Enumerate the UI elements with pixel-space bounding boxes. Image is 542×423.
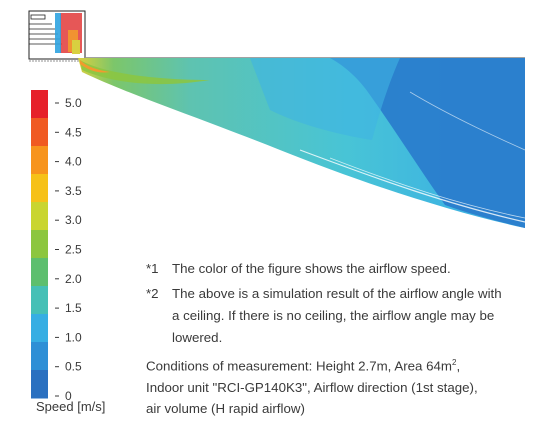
color-scale-segment [31, 342, 48, 371]
conditions-line-3: air volume (H rapid airflow) [146, 401, 305, 417]
indoor-unit-icon [28, 10, 86, 62]
note-1: *1 The color of the figure shows the airf… [146, 258, 451, 279]
note-1-number: *1 [146, 261, 159, 276]
note-2: *2 The above is a simulation result of th… [146, 283, 502, 304]
color-scale-segment [31, 146, 48, 175]
airflow-plume [78, 58, 526, 228]
color-scale-segment [31, 258, 48, 287]
color-scale-segment [31, 118, 48, 147]
note-2-number: *2 [146, 286, 159, 301]
color-scale-tick-label: 1.0 [65, 330, 82, 344]
speed-color-scale: 5.0 4.5 4.0 3.5 3.0 2.5 2.0 1.5 1.0 0.5 0 [31, 90, 82, 403]
color-scale-title: Speed [m/s] [36, 399, 106, 414]
note-2-text-line-3: lowered. [172, 330, 223, 345]
color-scale-segment [31, 286, 48, 315]
color-scale-tick-label: 4.5 [65, 125, 82, 139]
color-scale-segment [31, 314, 48, 343]
conditions-line-2: Indoor unit "RCI-GP140K3", Airflow direc… [146, 379, 478, 395]
color-scale-tick-label: 0 [65, 389, 72, 403]
plume-outlet-fast [80, 60, 110, 73]
note-2-text-line-2: a ceiling. If there is no ceiling, the a… [172, 308, 495, 323]
color-scale-tick-label: 3.5 [65, 184, 82, 198]
color-scale-segment [31, 370, 48, 399]
conditions-line-1: Conditions of measurement: Height 2.7m, … [146, 358, 461, 374]
color-scale-tick-label: 4.0 [65, 155, 82, 169]
plume-near-outlet [80, 60, 210, 85]
color-scale-tick-label: 3.0 [65, 213, 82, 227]
note-2-text-line-1: The above is a simulation result of the … [172, 286, 502, 301]
color-scale-segment [31, 90, 48, 119]
color-scale-segment [31, 174, 48, 203]
color-scale-tick-label: 5.0 [65, 96, 82, 110]
color-scale-segment [31, 202, 48, 231]
color-scale-segment [31, 230, 48, 259]
color-scale-tick-label: 0.5 [65, 360, 82, 374]
color-scale-tick-label: 2.5 [65, 243, 82, 257]
color-scale-tick-label: 1.5 [65, 301, 82, 315]
note-1-text: The color of the figure shows the airflo… [172, 261, 451, 276]
plume-mid-region [250, 58, 400, 140]
color-scale-tick-label: 2.0 [65, 272, 82, 286]
measurement-conditions: Conditions of measurement: Height 2.7m, … [146, 352, 478, 420]
